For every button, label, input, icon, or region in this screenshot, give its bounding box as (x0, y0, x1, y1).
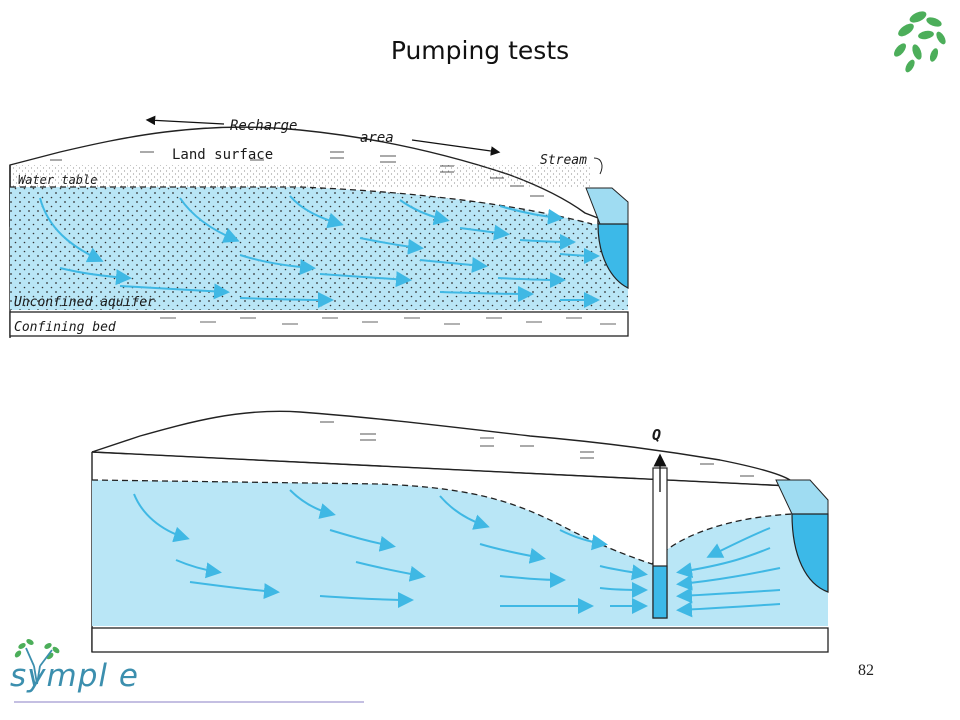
stream-bank (775, 479, 829, 515)
label-unconfined-aquifer: Unconfined aquifer (14, 295, 155, 310)
brand-wordmark: sympl e (10, 658, 139, 694)
leaf-branch-icon (894, 11, 946, 73)
unconfined-aquifer-diagram: Recharge area Land surface Stream Water … (9, 115, 629, 338)
slide-title: Pumping tests (390, 36, 570, 65)
well-screen (652, 565, 668, 619)
confining-bed (9, 311, 629, 337)
unsaturated-zone (10, 165, 590, 187)
land-surface (91, 410, 791, 487)
flow-arrows (133, 489, 781, 618)
label-stream: Stream (540, 153, 587, 168)
cone-of-depression (91, 479, 793, 565)
stream-channel (791, 513, 829, 593)
flow-arrows (39, 195, 600, 308)
label-confining-bed: Confining bed (14, 320, 116, 335)
label-discharge: Q (652, 426, 661, 444)
label-water-table: Water table (18, 173, 97, 187)
stream-channel (597, 223, 629, 289)
label-land-surface: Land surface (172, 147, 273, 163)
confining-bed (91, 627, 829, 653)
stream-bank (585, 187, 629, 225)
sympl-tree-logo (14, 639, 364, 703)
label-recharge: Recharge (230, 118, 297, 134)
page-number: 82 (858, 662, 874, 679)
pumping-well-diagram: Q (91, 410, 829, 653)
label-area: area (360, 130, 394, 146)
